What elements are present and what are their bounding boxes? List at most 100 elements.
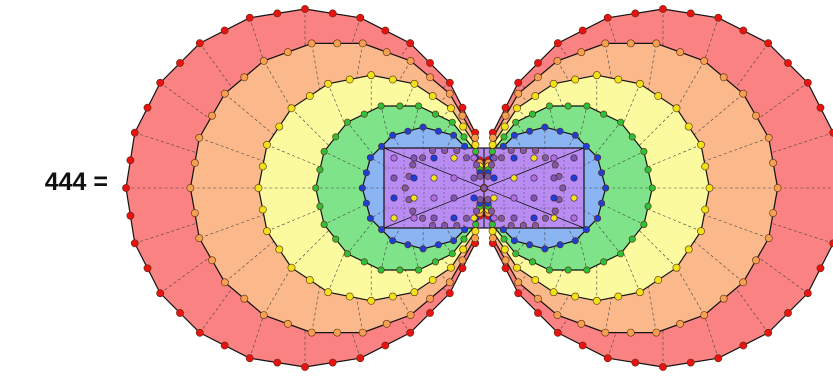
outer-red-dot bbox=[816, 264, 825, 273]
yellow-dot bbox=[287, 104, 296, 113]
outer-red-dot bbox=[406, 39, 415, 48]
blue-dot bbox=[541, 123, 549, 131]
green-dot bbox=[640, 221, 648, 229]
central-dot bbox=[450, 214, 458, 222]
outer-red-dot bbox=[829, 239, 833, 248]
outer-red-dot bbox=[784, 309, 792, 317]
blue-dot bbox=[366, 154, 374, 162]
yellow-dot bbox=[410, 79, 419, 88]
central-dot bbox=[550, 174, 558, 182]
outer-red-dot bbox=[553, 39, 562, 48]
blue-dot bbox=[450, 131, 458, 139]
blue-dot bbox=[526, 127, 534, 135]
green-dot bbox=[312, 184, 320, 192]
yellow-dot bbox=[345, 75, 354, 84]
outer-red-dot bbox=[381, 341, 390, 350]
yellow-dot bbox=[305, 276, 314, 284]
green-dot bbox=[332, 133, 340, 141]
violet-dot bbox=[484, 172, 492, 180]
orange-dot bbox=[514, 89, 523, 98]
green-dot bbox=[488, 148, 496, 156]
yellow-dot bbox=[531, 276, 540, 284]
yellow-dot bbox=[500, 245, 509, 254]
blue-dot bbox=[358, 184, 366, 192]
orange-dot bbox=[445, 278, 454, 287]
blue-dot bbox=[404, 127, 412, 135]
yellow-dot bbox=[459, 245, 468, 254]
central-dot bbox=[570, 174, 578, 182]
orange-dot bbox=[514, 278, 523, 287]
outer-red-dot bbox=[328, 358, 337, 367]
orange-dot bbox=[719, 73, 728, 82]
violet-dot bbox=[551, 207, 559, 215]
outer-red-dot bbox=[122, 184, 130, 192]
central-dot bbox=[470, 194, 478, 202]
orange-dot bbox=[676, 319, 685, 328]
green-dot bbox=[320, 221, 328, 229]
orange-dot bbox=[769, 209, 777, 217]
orange-dot bbox=[739, 89, 748, 98]
yellow-dot bbox=[388, 292, 397, 301]
yellow-dot bbox=[531, 92, 540, 100]
blue-dot bbox=[404, 241, 412, 249]
outer-red-dot bbox=[784, 59, 792, 67]
violet-dot bbox=[559, 184, 567, 192]
yellow-dot bbox=[684, 245, 693, 254]
violet-dot bbox=[441, 147, 449, 155]
outer-red-dot bbox=[501, 264, 510, 273]
orange-dot bbox=[700, 311, 709, 319]
orange-dot bbox=[208, 111, 216, 120]
central-dot bbox=[570, 214, 578, 222]
green-dot bbox=[500, 133, 508, 141]
orange-dot bbox=[406, 311, 415, 319]
outer-red-dot bbox=[126, 156, 135, 165]
yellow-dot bbox=[672, 263, 681, 272]
central-dot bbox=[510, 214, 518, 222]
yellow-dot bbox=[471, 140, 480, 149]
central-dot bbox=[510, 194, 518, 202]
central-dot bbox=[530, 194, 538, 202]
outer-red-dot bbox=[220, 341, 229, 350]
orange-dot bbox=[283, 319, 292, 328]
green-dot bbox=[640, 148, 648, 156]
orange-dot bbox=[764, 234, 773, 243]
central-dot bbox=[390, 214, 398, 222]
green-dot bbox=[644, 202, 652, 210]
outer-red-dot bbox=[156, 78, 165, 87]
outer-red-dot bbox=[764, 39, 773, 48]
outer-red-dot bbox=[458, 103, 467, 112]
blue-dot bbox=[389, 237, 397, 245]
violet-dot bbox=[487, 161, 495, 169]
blue-dot bbox=[582, 226, 590, 234]
yellow-dot bbox=[672, 104, 681, 113]
central-dot bbox=[470, 174, 478, 182]
central-dot bbox=[490, 154, 498, 162]
orange-dot bbox=[488, 133, 497, 142]
green-dot bbox=[564, 266, 572, 274]
outer-red-dot bbox=[816, 103, 825, 112]
yellow-dot bbox=[592, 71, 601, 80]
green-dot bbox=[600, 258, 608, 266]
outer-red-dot bbox=[534, 309, 542, 317]
central-dot bbox=[430, 154, 438, 162]
outer-red-dot bbox=[220, 26, 229, 35]
yellow-dot bbox=[684, 122, 693, 131]
yellow-dot bbox=[488, 227, 497, 236]
violet-dot bbox=[463, 154, 471, 162]
yellow-dot bbox=[428, 92, 437, 100]
violet-dot bbox=[453, 222, 461, 230]
blue-dot bbox=[594, 214, 602, 222]
orange-dot bbox=[195, 133, 204, 142]
central-dot bbox=[410, 194, 418, 202]
green-dot bbox=[564, 102, 572, 110]
yellow-dot bbox=[258, 205, 267, 214]
orange-dot bbox=[601, 39, 610, 48]
violet-dot bbox=[507, 222, 515, 230]
orange-dot bbox=[426, 294, 434, 303]
blue-dot bbox=[510, 237, 518, 245]
central-dot bbox=[470, 214, 478, 222]
orange-dot bbox=[358, 328, 367, 337]
green-dot bbox=[320, 148, 328, 156]
orange-dot bbox=[220, 89, 229, 98]
yellow-dot bbox=[701, 162, 710, 171]
